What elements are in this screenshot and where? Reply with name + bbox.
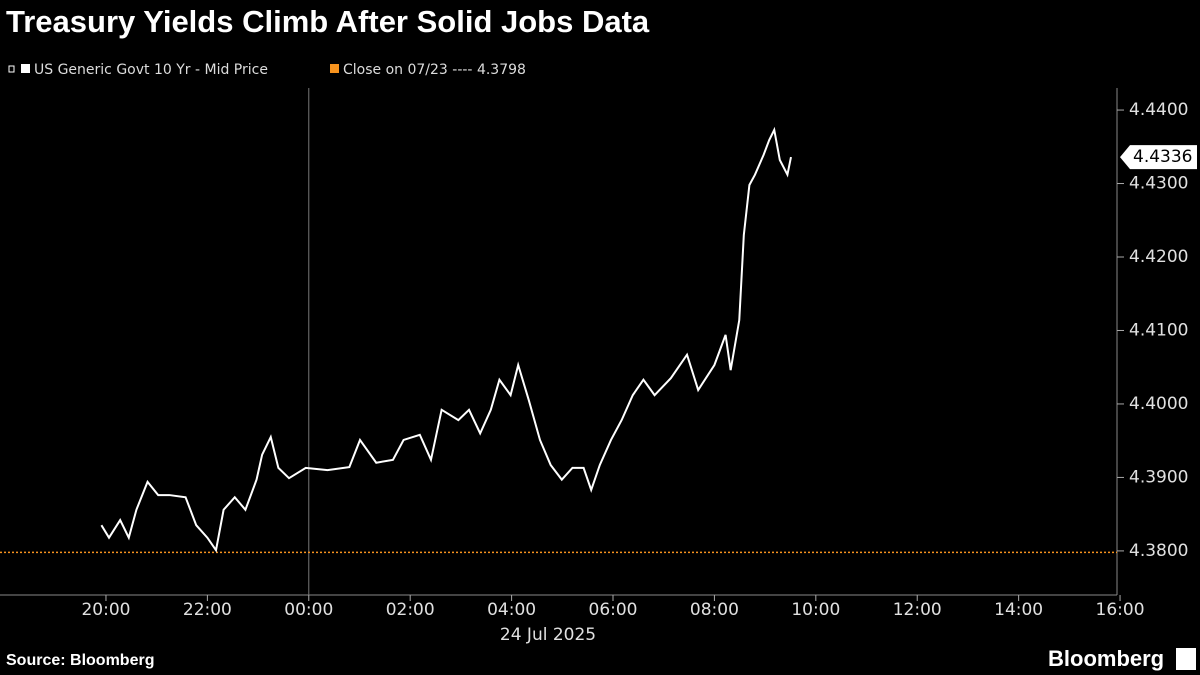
- chart-title: Treasury Yields Climb After Solid Jobs D…: [6, 4, 650, 39]
- y-tick-label: 4.4400: [1129, 100, 1188, 120]
- x-tick-label: 12:00: [893, 600, 942, 620]
- x-tick-label: 04:00: [487, 600, 536, 620]
- x-tick-label: 14:00: [994, 600, 1043, 620]
- legend-entry: Close on 07/23 ---- 4.3798: [343, 62, 526, 78]
- legend-swatch: [330, 64, 339, 73]
- x-tick-label: 06:00: [589, 600, 638, 620]
- x-tick-label: 10:00: [791, 600, 840, 620]
- legend-icon: [8, 65, 15, 73]
- series-line: [100, 126, 792, 553]
- x-tick-label: 20:00: [81, 600, 130, 620]
- legend-swatch: [21, 64, 30, 73]
- x-tick-label: 08:00: [690, 600, 739, 620]
- y-tick-label: 4.4200: [1129, 247, 1188, 267]
- last-value-label: 4.4336: [1133, 147, 1192, 167]
- x-tick-label: 02:00: [386, 600, 435, 620]
- source: Source: Bloomberg: [6, 652, 154, 669]
- legend-text: Close on 07/23 ----: [343, 62, 472, 78]
- brand: Bloomberg: [1048, 646, 1164, 671]
- y-tick-label: 4.4300: [1129, 174, 1188, 194]
- brand-icon: [1176, 648, 1196, 670]
- last-value-tag: [1120, 145, 1197, 170]
- legend-entry: US Generic Govt 10 Yr - Mid Price: [34, 62, 268, 78]
- x-tick-label: 00:00: [284, 600, 333, 620]
- x-tick-label: 16:00: [1096, 600, 1145, 620]
- x-tick-label: 22:00: [183, 600, 232, 620]
- x-date-label: 24 Jul 2025: [500, 625, 596, 645]
- y-tick-label: 4.4000: [1129, 394, 1188, 414]
- y-tick-label: 4.4100: [1129, 320, 1188, 340]
- y-tick-label: 4.3800: [1129, 541, 1188, 561]
- y-tick-label: 4.3900: [1129, 467, 1188, 487]
- legend-value: 4.3798: [477, 62, 526, 78]
